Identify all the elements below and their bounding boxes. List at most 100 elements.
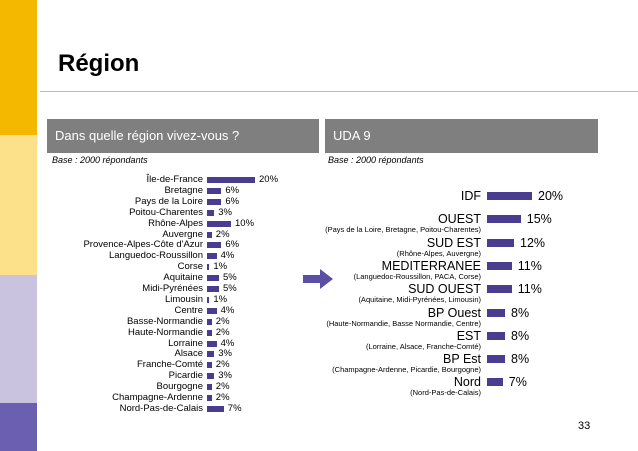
uda-sublabel: (Rhône-Alpes, Auvergne) — [396, 248, 481, 258]
region-label: Champagne-Ardenne — [112, 392, 203, 403]
region-value-label: 4% — [220, 337, 235, 349]
region-label: Provence-Alpes-Côte d'Azur — [83, 239, 203, 251]
uda-label: MEDITERRANEE — [381, 258, 481, 273]
region-label: Bretagne — [164, 184, 203, 196]
uda-value-label: 8% — [511, 328, 530, 343]
uda-bar — [487, 378, 503, 387]
region-value-label: 1% — [213, 293, 228, 305]
region-bar — [207, 351, 215, 358]
region-bar — [207, 296, 210, 303]
region-label: Picardie — [168, 370, 203, 382]
uda-label: BP Ouest — [427, 305, 481, 320]
region-label: Aquitaine — [163, 272, 203, 284]
uda-value-label: 8% — [511, 352, 530, 367]
uda-value-label: 15% — [526, 212, 552, 227]
region-bar — [207, 275, 219, 282]
region-value-label: 2% — [215, 359, 230, 371]
uda-sublabel: (Pays de la Loire, Bretagne, Poitou-Char… — [325, 225, 481, 235]
region-chart-header: Dans quelle région vivez-vous ? — [47, 119, 319, 153]
region-bar — [207, 373, 215, 380]
uda-sublabel: (Champagne-Ardenne, Picardie, Bourgogne) — [332, 365, 481, 375]
region-label: Alsace — [174, 348, 203, 360]
uda-value-label: 11% — [517, 258, 542, 273]
region-value-label: 2% — [215, 315, 230, 327]
region-value-label: 5% — [223, 283, 237, 294]
region-label: Lorraine — [168, 337, 203, 349]
region-label: Languedoc-Roussillon — [108, 250, 203, 262]
region-label: Auvergne — [162, 228, 203, 240]
uda-bar — [487, 261, 512, 270]
region-label: Haute-Normandie — [128, 326, 203, 338]
uda-label: OUEST — [437, 212, 481, 227]
region-value-label: 7% — [227, 402, 242, 414]
region-value-label: 3% — [218, 348, 232, 360]
uda-label: IDF — [460, 189, 481, 203]
uda-label: BP Est — [443, 352, 481, 367]
region-value-label: 2% — [215, 326, 230, 338]
region-label: Centre — [174, 304, 203, 316]
region-value-label: 20% — [259, 174, 279, 185]
region-bar — [207, 264, 210, 271]
region-bar — [207, 209, 215, 216]
uda-label: Nord — [453, 375, 481, 390]
page-number: 33 — [578, 420, 591, 432]
page-title: Région — [58, 50, 140, 77]
uda-label: SUD EST — [426, 235, 481, 250]
region-bar — [207, 187, 222, 194]
stripe-4 — [0, 403, 37, 451]
region-value-label: 6% — [225, 239, 240, 251]
region-bar — [207, 220, 231, 227]
region-bar — [207, 340, 217, 347]
region-label: Limousin — [164, 293, 203, 305]
uda-label: SUD OUEST — [408, 282, 481, 297]
region-bar — [207, 384, 212, 391]
stripe-3 — [0, 275, 37, 403]
region-bar — [207, 253, 217, 260]
stripe-2 — [0, 135, 37, 275]
region-label: Franche-Comté — [137, 359, 203, 371]
region-bar — [207, 242, 222, 249]
region-label: Basse-Normandie — [126, 315, 203, 327]
uda-bar — [487, 308, 505, 317]
uda-bar — [487, 192, 532, 200]
uda-sublabel: (Aquitaine, Midi-Pyrénées, Limousin) — [358, 295, 481, 305]
uda-value-label: 8% — [511, 305, 530, 320]
uda-value-label: 12% — [520, 235, 546, 250]
uda-chart-header: UDA 9 — [325, 119, 598, 153]
uda-value-label: 7% — [508, 375, 527, 390]
uda-bar — [487, 285, 512, 294]
uda-chart-base: Base : 2000 répondants — [328, 155, 424, 165]
region-value-label: 2% — [215, 381, 230, 393]
uda-sublabel: (Haute-Normandie, Basse Normandie, Centr… — [326, 318, 481, 328]
uda-sublabel: (Lorraine, Alsace, Franche-Comté) — [365, 341, 481, 351]
uda-sublabel: (Languedoc-Roussillon, PACA, Corse) — [353, 271, 481, 281]
uda-value-label: 20% — [538, 189, 564, 203]
region-label: Pays de la Loire — [134, 195, 203, 207]
region-label: Corse — [177, 261, 203, 273]
region-label: Bourgogne — [156, 381, 203, 393]
region-value-label: 4% — [220, 250, 235, 262]
uda-value-label: 11% — [517, 282, 542, 297]
region-value-label: 2% — [215, 228, 230, 240]
region-bar — [207, 318, 212, 325]
region-bar — [207, 307, 217, 314]
region-label: Île-de-France — [146, 174, 204, 185]
region-bar — [207, 395, 212, 401]
uda-bar — [487, 215, 521, 224]
region-bar — [207, 286, 219, 292]
region-value-label: 3% — [218, 206, 232, 218]
uda-sublabel: (Nord-Pas-de-Calais) — [410, 388, 481, 398]
region-label: Poitou-Charentes — [129, 206, 203, 218]
arrow-right-icon — [303, 269, 333, 289]
region-bar — [207, 231, 212, 238]
region-value-label: 4% — [220, 304, 235, 316]
title-divider — [40, 91, 638, 92]
region-value-label: 3% — [218, 370, 232, 382]
region-bar — [207, 177, 255, 183]
uda-bar — [487, 355, 505, 364]
region-label: Rhône-Alpes — [148, 217, 203, 229]
region-value-label: 2% — [215, 392, 230, 403]
region-chart-base: Base : 2000 répondants — [52, 155, 148, 165]
region-value-label: 6% — [225, 195, 240, 207]
region-value-label: 6% — [225, 184, 240, 196]
